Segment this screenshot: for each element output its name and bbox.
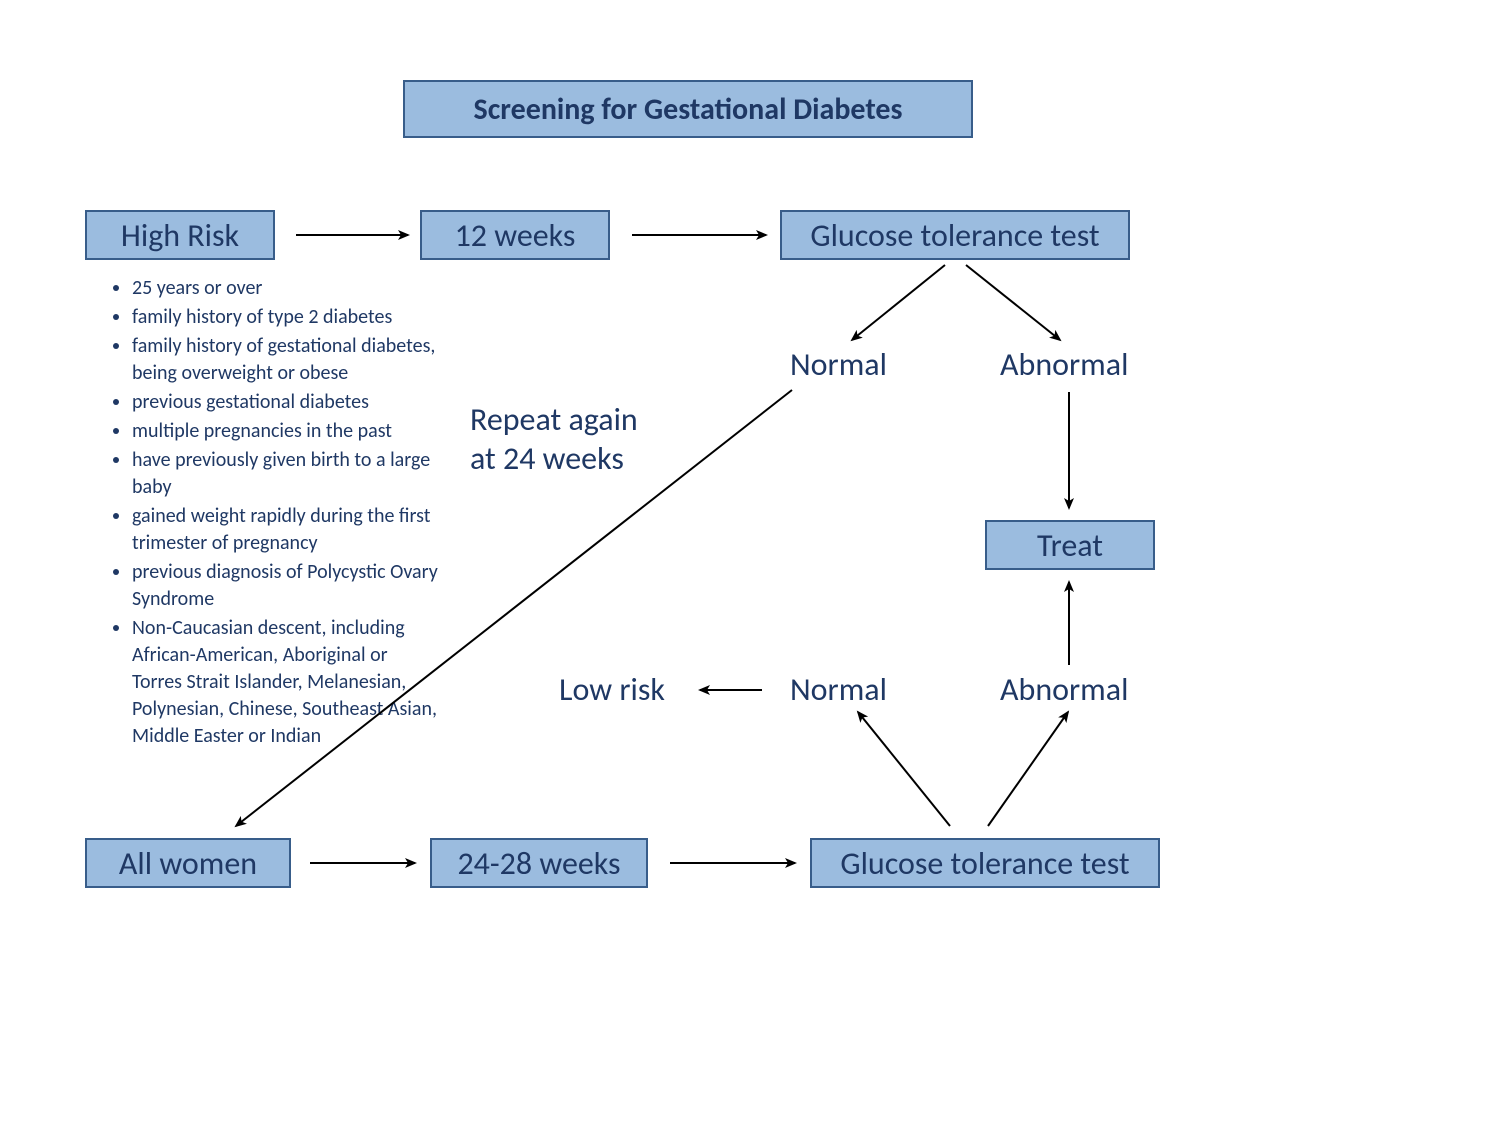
label-low-risk: Low risk: [559, 670, 665, 709]
node-high-risk: High Risk: [85, 210, 275, 260]
label-abnormal-2: Abnormal: [1000, 670, 1128, 709]
bullet-item: family history of gestational diabetes, …: [132, 333, 438, 387]
bullet-item: family history of type 2 diabetes: [132, 304, 438, 331]
bullet-item: have previously given birth to a large b…: [132, 447, 438, 501]
node-gtt-1: Glucose tolerance test: [780, 210, 1130, 260]
bullet-item: Non-Caucasian descent, including African…: [132, 615, 438, 750]
label-normal-1: Normal: [790, 345, 887, 384]
node-2428-weeks: 24-28 weeks: [430, 838, 648, 888]
high-risk-bullets: 25 years or overfamily history of type 2…: [108, 275, 438, 752]
title-box: Screening for Gestational Diabetes: [403, 80, 973, 138]
label-abnormal-1: Abnormal: [1000, 345, 1128, 384]
bullet-item: previous diagnosis of Polycystic Ovary S…: [132, 559, 438, 613]
node-treat: Treat: [985, 520, 1155, 570]
bullet-item: gained weight rapidly during the first t…: [132, 503, 438, 557]
bullet-item: previous gestational diabetes: [132, 389, 438, 416]
node-all-women: All women: [85, 838, 291, 888]
label-repeat: Repeat again at 24 weeks: [470, 400, 638, 478]
bullet-list: 25 years or overfamily history of type 2…: [108, 275, 438, 750]
node-12-weeks: 12 weeks: [420, 210, 610, 260]
label-normal-2: Normal: [790, 670, 887, 709]
bullet-item: 25 years or over: [132, 275, 438, 302]
node-gtt-2: Glucose tolerance test: [810, 838, 1160, 888]
bullet-item: multiple pregnancies in the past: [132, 418, 438, 445]
